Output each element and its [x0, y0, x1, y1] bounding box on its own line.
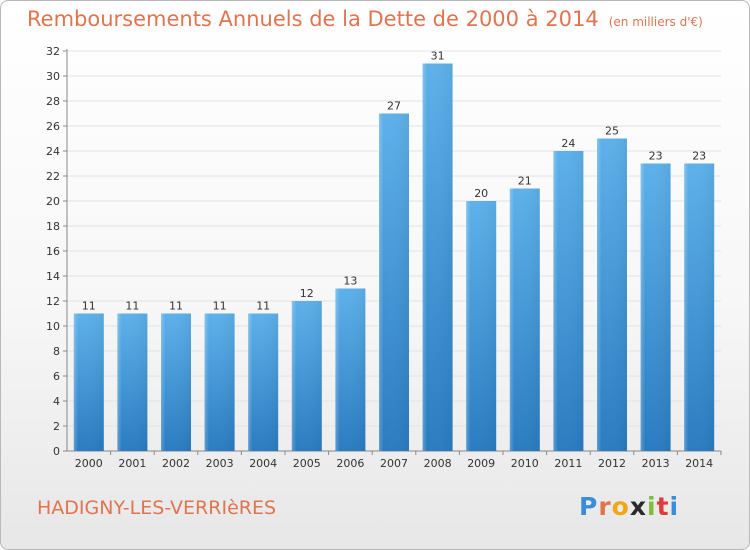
data-label: 27: [387, 100, 401, 113]
bar-shade: [466, 201, 497, 451]
bar-shade: [291, 301, 322, 451]
logo-letter: i: [669, 492, 680, 521]
y-tick-label: 16: [46, 245, 60, 258]
bar-shade: [117, 313, 148, 451]
x-tick-label: 2004: [249, 457, 277, 470]
y-tick-label: 6: [53, 370, 60, 383]
bar-shade: [204, 313, 235, 451]
y-tick-label: 10: [46, 320, 60, 333]
data-label: 11: [213, 300, 227, 313]
x-tick-label: 2001: [118, 457, 146, 470]
chart-unit: (en milliers d'€): [608, 15, 703, 29]
x-tick-label: 2010: [511, 457, 539, 470]
logo-letter: i: [647, 492, 657, 521]
y-tick-label: 26: [46, 120, 60, 133]
data-label: 11: [125, 300, 139, 313]
data-label: 31: [431, 50, 445, 63]
bar-shade: [248, 313, 279, 451]
x-tick-label: 2000: [75, 457, 103, 470]
data-label: 24: [561, 137, 575, 150]
x-tick-label: 2005: [293, 457, 321, 470]
chart-title: Remboursements Annuels de la Dette de 20…: [27, 7, 703, 31]
data-label: 23: [649, 150, 663, 163]
x-tick-label: 2007: [380, 457, 408, 470]
logo-letter: o: [611, 492, 630, 521]
x-tick-label: 2008: [424, 457, 452, 470]
bar-shade: [335, 288, 366, 451]
y-tick-label: 4: [53, 395, 60, 408]
data-label: 23: [692, 150, 706, 163]
y-tick-label: 2: [53, 420, 60, 433]
data-label: 11: [169, 300, 183, 313]
y-tick-label: 30: [46, 70, 60, 83]
y-tick-label: 14: [46, 270, 60, 283]
x-tick-label: 2013: [642, 457, 670, 470]
data-label: 25: [605, 125, 619, 138]
y-tick-label: 24: [46, 145, 60, 158]
logo-letter: r: [598, 492, 612, 521]
y-tick-label: 18: [46, 220, 60, 233]
chart-title-text: Remboursements Annuels de la Dette de 20…: [27, 7, 599, 31]
bar-shade: [379, 113, 409, 451]
y-tick-label: 12: [46, 295, 60, 308]
bar-shade: [509, 188, 540, 451]
logo-letter: P: [579, 492, 599, 521]
bars: [73, 63, 715, 451]
data-label: 21: [518, 175, 532, 188]
x-tick-label: 2012: [598, 457, 626, 470]
x-tick-label: 2006: [336, 457, 364, 470]
x-tick-label: 2002: [162, 457, 190, 470]
proxiti-logo: Proxiti: [579, 492, 679, 521]
data-label: 11: [256, 300, 270, 313]
y-tick-label: 28: [46, 95, 60, 108]
commune-name: HADIGNY-LES-VERRIèRES: [37, 497, 277, 519]
y-tick-label: 20: [46, 195, 60, 208]
bar-shade: [684, 163, 715, 451]
y-tick-label: 8: [53, 345, 60, 358]
x-tick-label: 2009: [467, 457, 495, 470]
y-tick-label: 32: [46, 45, 60, 58]
bar-shade: [640, 163, 671, 451]
x-tick-label: 2014: [685, 457, 713, 470]
x-tick-label: 2011: [554, 457, 582, 470]
y-tick-label: 0: [53, 445, 60, 458]
data-label: 12: [300, 287, 314, 300]
y-tick-label: 22: [46, 170, 60, 183]
data-labels: 11 11 11 11 11 12 13 27 31 20 21 24 25 23 23: [82, 50, 706, 313]
bar-shade: [553, 151, 584, 451]
bar-shade: [161, 313, 191, 451]
data-label: 13: [343, 275, 357, 288]
x-tick-label: 2003: [206, 457, 234, 470]
bar-shade: [422, 63, 453, 451]
bar-shade: [73, 313, 104, 451]
data-label: 20: [474, 187, 488, 200]
bar-shade: [597, 138, 627, 451]
logo-letter: t: [656, 492, 670, 521]
data-label: 11: [82, 300, 96, 313]
logo-letter: x: [629, 492, 647, 521]
